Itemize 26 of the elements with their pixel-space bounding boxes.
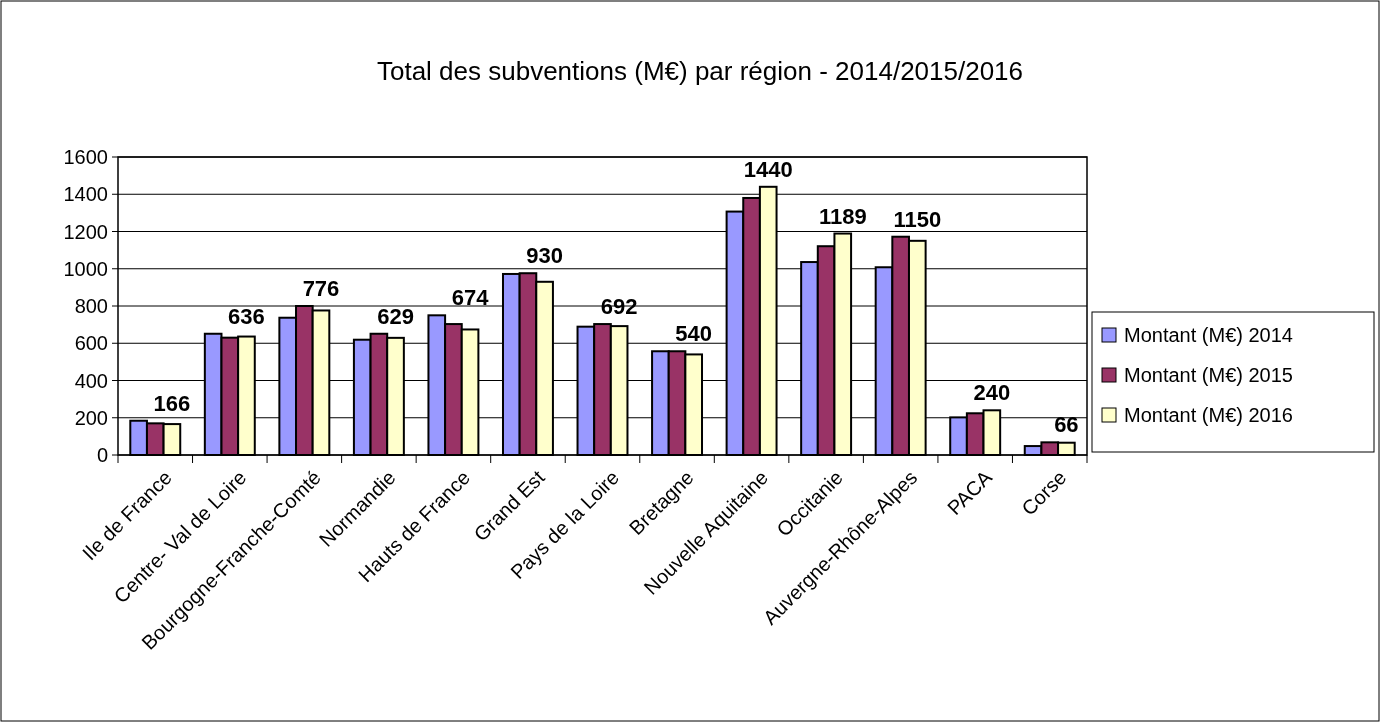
data-label: 1189	[818, 203, 867, 229]
legend-label: Montant (M€) 2016	[1124, 404, 1293, 426]
y-tick-label: 0	[96, 444, 108, 466]
data-label: 540	[675, 321, 713, 347]
data-label: 930	[526, 243, 563, 269]
data-label: 629	[377, 303, 414, 329]
data-label: 1150	[893, 206, 942, 232]
y-tick-label: 1600	[63, 146, 108, 168]
legend-label: Montant (M€) 2015	[1124, 364, 1293, 386]
data-label: 1440	[743, 156, 793, 182]
data-label: 66	[1054, 412, 1079, 438]
y-tick-label: 600	[74, 332, 108, 355]
data-label: 240	[973, 380, 1011, 406]
y-tick-label: 800	[74, 295, 108, 317]
y-tick-label: 1200	[63, 220, 108, 243]
y-tick-label: 200	[74, 406, 108, 429]
y-tick-label: 1000	[63, 257, 108, 280]
data-label: 692	[600, 294, 638, 320]
data-label: 166	[153, 390, 191, 416]
chart-title: Total des subventions (M€) par région - 2014/2015/2016	[376, 56, 1024, 86]
y-tick-label: 400	[74, 369, 108, 392]
data-label: 776	[302, 276, 340, 301]
data-label: 674	[451, 285, 490, 311]
data-label: 636	[228, 303, 265, 329]
y-tick-label: 1400	[63, 183, 108, 206]
legend-label: Montant (M€) 2014	[1124, 324, 1293, 346]
